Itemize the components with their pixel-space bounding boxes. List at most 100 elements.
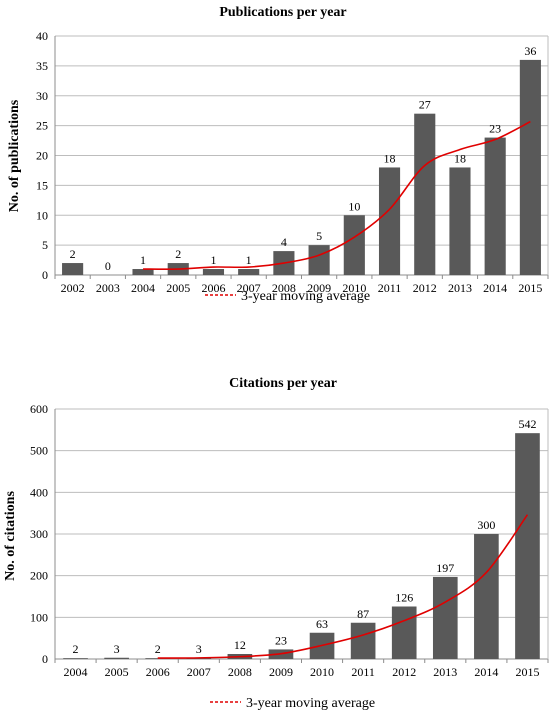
x-tick-label: 2015 <box>515 665 539 679</box>
y-tick-label: 30 <box>36 89 48 103</box>
y-tick-label: 25 <box>36 119 48 133</box>
data-label: 63 <box>316 617 328 631</box>
moving-average-line <box>157 514 529 659</box>
x-tick-label: 2010 <box>342 281 366 295</box>
data-label: 1 <box>246 253 252 267</box>
x-tick-label: 2005 <box>105 665 129 679</box>
moving-average-line <box>143 120 531 270</box>
y-tick-label: 0 <box>42 268 48 282</box>
x-tick-label: 2010 <box>310 665 334 679</box>
data-label: 3 <box>196 642 202 656</box>
legend: 3-year moving average <box>210 696 375 711</box>
bar <box>432 576 458 659</box>
data-label: 197 <box>436 561 454 575</box>
data-label: 2 <box>155 642 161 656</box>
x-tick-label: 2012 <box>392 665 416 679</box>
data-label: 1 <box>140 253 146 267</box>
y-tick-label: 200 <box>30 569 48 583</box>
y-tick-label: 100 <box>30 610 48 624</box>
y-tick-label: 500 <box>30 444 48 458</box>
chart-title: Publications per year <box>219 5 346 20</box>
bar <box>474 534 499 659</box>
y-tick-label: 15 <box>36 178 48 192</box>
y-tick-label: 10 <box>36 208 48 222</box>
x-tick-label: 2009 <box>307 281 331 295</box>
y-axis-label: No. of citations <box>3 491 18 581</box>
x-tick-label: 2008 <box>272 281 296 295</box>
data-label: 5 <box>316 229 322 243</box>
y-tick-label: 5 <box>42 238 48 252</box>
moving-average-path <box>143 120 531 270</box>
x-tick-label: 2007 <box>237 281 261 295</box>
bar <box>519 59 541 276</box>
data-label: 3 <box>114 642 120 656</box>
data-labels: 2 0 1 2 1 1 4 5 10 18 27 18 23 36 <box>70 44 537 273</box>
y-tick-label: 600 <box>30 402 48 416</box>
bar <box>308 245 330 275</box>
data-label: 12 <box>234 638 246 652</box>
x-tick-label: 2003 <box>96 281 120 295</box>
bar <box>391 606 417 659</box>
chart-title: Citations per year <box>229 376 337 391</box>
data-label: 126 <box>395 591 413 605</box>
bar <box>202 269 225 275</box>
data-label: 1 <box>210 253 216 267</box>
bar <box>62 263 84 275</box>
bar <box>238 269 260 275</box>
y-tick-label: 300 <box>30 527 48 541</box>
x-tick-label: 2008 <box>228 665 252 679</box>
data-label: 87 <box>357 607 369 621</box>
bar <box>484 137 506 275</box>
data-label: 542 <box>518 417 536 431</box>
data-label: 10 <box>348 199 360 213</box>
y-tick-label: 40 <box>36 29 48 43</box>
legend-label: 3-year moving average <box>246 696 375 711</box>
x-tick-label: 2004 <box>64 665 88 679</box>
x-tick-label: 2015 <box>518 281 542 295</box>
publications-chart: Publications per year No. of publication… <box>7 5 549 304</box>
bar <box>104 657 129 659</box>
y-axis-label: No. of publications <box>7 99 22 212</box>
bar <box>343 215 365 275</box>
data-label: 2 <box>175 247 181 261</box>
x-tick-label: 2007 <box>187 665 211 679</box>
y-tick-label: 20 <box>36 149 48 163</box>
x-tick-label: 2014 <box>483 281 507 295</box>
data-label: 2 <box>70 247 76 261</box>
x-tick-label: 2012 <box>413 281 437 295</box>
bar <box>378 167 401 275</box>
bars <box>62 59 541 276</box>
data-label: 27 <box>419 98 431 112</box>
data-label: 23 <box>275 633 287 647</box>
bar <box>414 113 436 275</box>
bar <box>145 658 171 659</box>
data-label: 300 <box>477 518 495 532</box>
bar <box>350 622 376 659</box>
x-tick-label: 2002 <box>61 281 85 295</box>
grid-lines <box>54 408 549 663</box>
bar <box>515 433 540 659</box>
axis-ticks: 0 100 200 300 400 500 600 2004 2005 2006 2007 2008 2… <box>30 402 539 679</box>
x-tick-label: 2006 <box>146 665 170 679</box>
data-label: 4 <box>281 235 287 249</box>
x-tick-label: 2014 <box>474 665 498 679</box>
x-tick-label: 2013 <box>433 665 457 679</box>
data-label: 23 <box>489 122 501 136</box>
data-label: 18 <box>384 151 396 165</box>
x-tick-label: 2011 <box>351 665 375 679</box>
x-tick-label: 2009 <box>269 665 293 679</box>
y-tick-label: 400 <box>30 485 48 499</box>
x-tick-label: 2004 <box>131 281 155 295</box>
moving-average-path <box>157 514 529 659</box>
bars <box>63 433 540 659</box>
bar <box>449 167 471 275</box>
data-label: 0 <box>105 259 111 273</box>
legend-label: 3-year moving average <box>241 289 370 304</box>
x-tick-label: 2006 <box>201 281 225 295</box>
x-tick-label: 2013 <box>448 281 472 295</box>
x-tick-label: 2005 <box>166 281 190 295</box>
bar <box>132 269 154 275</box>
y-tick-label: 35 <box>36 59 48 73</box>
